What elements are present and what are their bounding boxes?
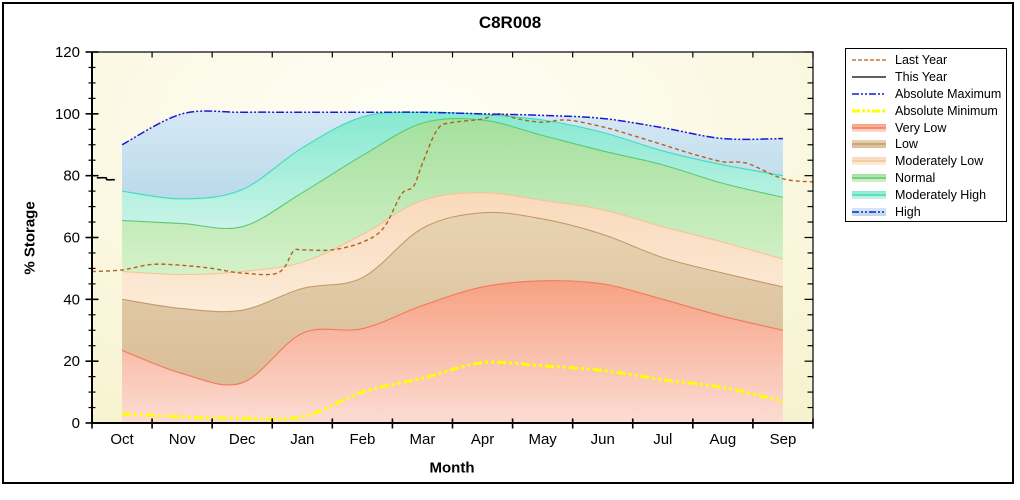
last-year-line (91, 113, 814, 276)
svg-text:100: 100 (55, 106, 80, 123)
legend-swatch-moderately-high (852, 190, 886, 199)
svg-text:60: 60 (63, 230, 80, 247)
svg-text:Jul: Jul (653, 431, 672, 448)
legend-swatch-very-low (852, 123, 886, 132)
svg-text:Sep: Sep (770, 431, 797, 448)
legend-item-moderately-high: Moderately High (846, 186, 1006, 203)
x-axis-title: Month (429, 459, 475, 477)
svg-text:Feb: Feb (349, 431, 375, 448)
legend-item-absolute-maximum: Absolute Maximum (846, 86, 1006, 103)
svg-text:Jan: Jan (290, 431, 314, 448)
legend-label: Moderately Low (895, 154, 984, 169)
legend-swatch-last-year (852, 59, 886, 62)
svg-text:80: 80 (63, 168, 80, 185)
svg-text:Oct: Oct (110, 431, 134, 448)
legend-swatch-moderately-low (852, 157, 886, 166)
legend-item-last-year: Last Year (846, 52, 1006, 69)
legend-item-very-low: Very Low (846, 119, 1006, 136)
this-year-line (96, 176, 115, 181)
legend-label: Absolute Maximum (895, 86, 1002, 101)
legend-label: Moderately High (895, 187, 987, 202)
chart-title: C8R008 (478, 13, 542, 32)
svg-text:Jun: Jun (591, 431, 615, 448)
legend-label: High (895, 204, 921, 219)
svg-text:May: May (528, 431, 557, 448)
legend-swatch-low (852, 140, 886, 149)
legend-swatch-absolute-minimum (852, 109, 886, 113)
legend-label: Normal (895, 170, 936, 185)
legend-swatch-absolute-maximum (852, 93, 886, 95)
legend-item-this-year: This Year (846, 69, 1006, 86)
svg-text:Dec: Dec (229, 431, 256, 448)
legend-item-high: High (846, 203, 1006, 220)
legend-item-low: Low (846, 136, 1006, 153)
legend-swatch-this-year (852, 76, 886, 78)
legend-item-absolute-minimum: Absolute Minimum (846, 102, 1006, 119)
svg-text:Nov: Nov (169, 431, 196, 448)
y-axis-title: % Storage (21, 201, 39, 275)
legend-label: This Year (895, 70, 948, 85)
legend-swatch-high (852, 207, 886, 216)
legend: Last Year This Year Absolute Maximum Absolu… (845, 48, 1007, 222)
legend-label: Absolute Minimum (895, 103, 998, 118)
svg-text:Aug: Aug (710, 431, 737, 448)
svg-text:Mar: Mar (410, 431, 436, 448)
legend-label: Low (895, 137, 918, 152)
legend-swatch-normal (852, 173, 886, 182)
legend-item-normal: Normal (846, 170, 1006, 187)
svg-text:120: 120 (55, 44, 80, 61)
svg-text:20: 20 (63, 353, 80, 370)
svg-text:Apr: Apr (471, 431, 494, 448)
legend-label: Very Low (895, 120, 947, 135)
legend-label: Last Year (895, 53, 948, 68)
legend-item-moderately-low: Moderately Low (846, 153, 1006, 170)
svg-text:40: 40 (63, 291, 80, 308)
absolute-maximum-line (121, 110, 783, 146)
svg-text:0: 0 (72, 415, 80, 432)
